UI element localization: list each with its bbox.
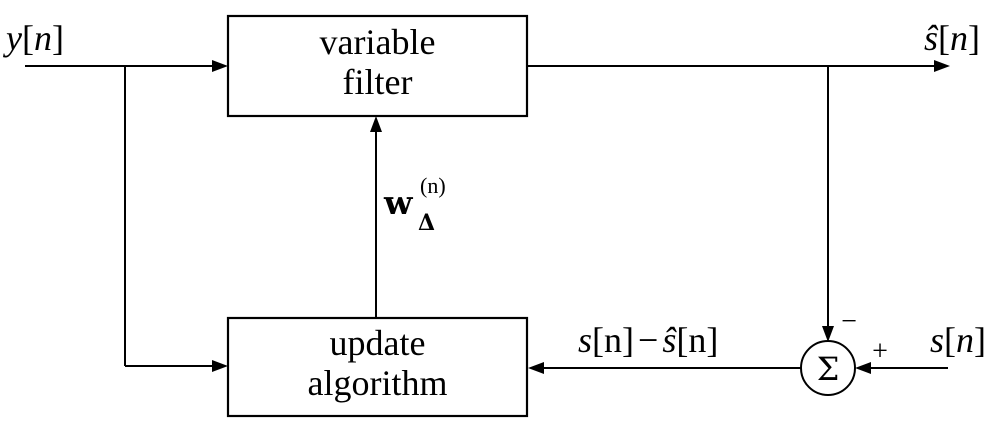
estimate-output-label: ŝ[n] [924, 18, 980, 58]
estimate-output-open: [ [938, 18, 950, 58]
summing-junction: Σ − + [800, 306, 888, 396]
desired-signal-base: s [930, 320, 944, 360]
update-algorithm-label-line2: algorithm [308, 363, 448, 403]
minus-sign: − [841, 306, 857, 337]
variable-filter-block: variable filter [226, 14, 529, 118]
input-signal-label: y[n] [3, 18, 64, 58]
error-right-index: [n] [676, 320, 718, 360]
error-left-base: s [578, 320, 592, 360]
input-signal-close: ] [52, 18, 64, 58]
error-left-index: [n] [592, 320, 634, 360]
update-algorithm-label-line1: update [330, 323, 426, 363]
estimate-output-index: n [950, 18, 968, 58]
weight-update-subscript: Δ [418, 210, 435, 236]
error-arrowhead [528, 362, 544, 374]
weight-update-base: w [383, 183, 414, 222]
output-arrowhead [934, 60, 950, 72]
variable-filter-box [226, 14, 529, 118]
desired-arrowhead [855, 362, 871, 374]
error-minus: − [638, 320, 658, 360]
summing-junction-circle [800, 340, 856, 396]
desired-signal-index: n [956, 320, 974, 360]
feedback-arrowhead [822, 326, 834, 342]
desired-signal-close: ] [974, 320, 986, 360]
estimate-output-close: ] [968, 18, 980, 58]
error-right-base: ŝ [662, 320, 677, 360]
desired-signal-label: s[n] [930, 320, 986, 360]
input-signal-open: [ [22, 18, 34, 58]
weight-update-superscript: (n) [420, 173, 446, 198]
estimate-output-base: ŝ [924, 18, 939, 58]
update-algorithm-block: update algorithm [226, 316, 529, 418]
input-signal-index: n [34, 18, 52, 58]
plus-sign: + [872, 336, 888, 367]
input-arrowhead [212, 60, 228, 72]
update-algorithm-box [226, 316, 529, 418]
weight-update-arrowhead [370, 116, 382, 132]
input-to-update-arrowhead [212, 360, 228, 372]
variable-filter-label-line2: filter [343, 62, 413, 102]
variable-filter-label-line1: variable [320, 22, 436, 62]
desired-signal-open: [ [944, 320, 956, 360]
weight-update-label: w Δ (n) [383, 173, 446, 236]
error-signal-label: s[n] − ŝ[n] [578, 320, 718, 360]
input-signal-base: y [3, 18, 22, 58]
sigma-symbol: Σ [817, 350, 840, 388]
